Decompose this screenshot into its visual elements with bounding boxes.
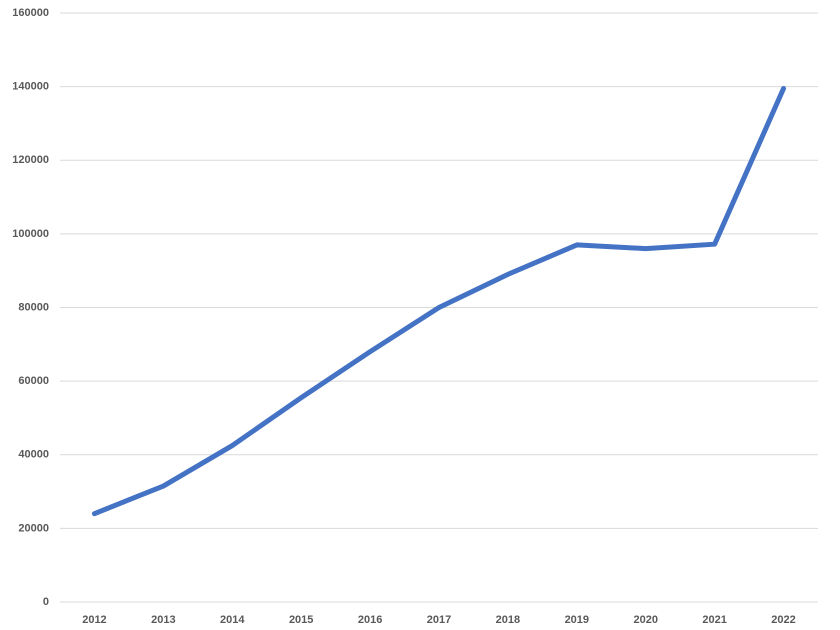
x-tick-label: 2022 — [771, 614, 795, 626]
y-tick-label: 140000 — [12, 81, 49, 93]
y-tick-label: 40000 — [18, 449, 49, 461]
y-tick-label: 100000 — [12, 228, 49, 240]
y-tick-label: 80000 — [18, 301, 49, 313]
x-tick-label: 2016 — [358, 614, 382, 626]
x-tick-label: 2019 — [565, 614, 589, 626]
x-tick-label: 2013 — [151, 614, 175, 626]
x-tick-label: 2021 — [702, 614, 726, 626]
x-tick-label: 2012 — [82, 614, 106, 626]
y-tick-label: 60000 — [18, 375, 49, 387]
x-tick-label: 2017 — [427, 614, 451, 626]
x-tick-label: 2018 — [496, 614, 520, 626]
y-tick-label: 160000 — [12, 7, 49, 19]
y-tick-label: 20000 — [18, 522, 49, 534]
x-tick-label: 2014 — [220, 614, 245, 626]
x-tick-label: 2020 — [633, 614, 657, 626]
data-line — [91, 85, 787, 517]
y-tick-label: 0 — [43, 596, 49, 608]
x-tick-label: 2015 — [289, 614, 313, 626]
y-tick-label: 120000 — [12, 154, 49, 166]
